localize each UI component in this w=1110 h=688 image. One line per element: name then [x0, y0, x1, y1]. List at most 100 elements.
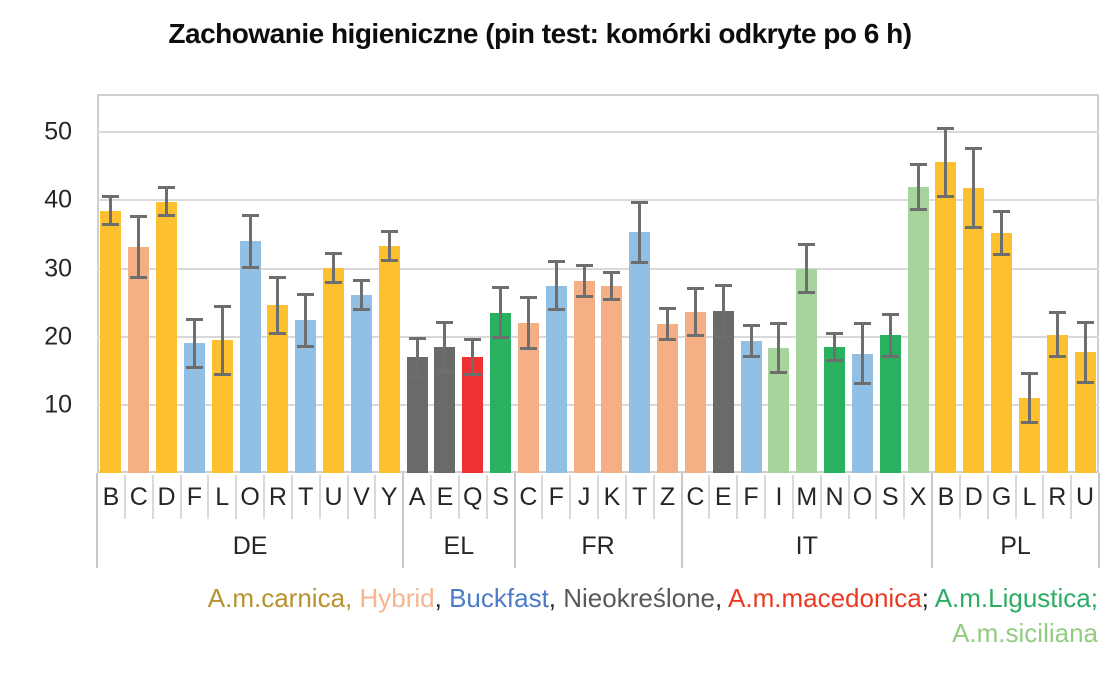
- letter-separator: [290, 475, 293, 519]
- error-bar-cap-top: [325, 252, 343, 256]
- legend-separator: ,: [434, 583, 450, 613]
- error-bar-line: [944, 126, 948, 198]
- bar-IT-C: [684, 312, 706, 473]
- error-bar-cap-top: [937, 126, 955, 130]
- bar-DE-R: [267, 305, 289, 473]
- chart-title: Zachowanie higieniczne (pin test: komórk…: [168, 18, 912, 49]
- x-letter-label-FR-F: F: [548, 483, 564, 511]
- bar-IT-F: [740, 341, 762, 473]
- error-bar-cap-bottom: [853, 382, 871, 386]
- error-bar-line: [554, 260, 558, 311]
- bar-PL-D: [963, 188, 985, 473]
- legend: A.m.carnica, Hybrid, Buckfast, Nieokreśl…: [208, 581, 1098, 651]
- legend-separator: ;: [1090, 583, 1098, 613]
- x-letter-label-IT-N: N: [825, 483, 844, 511]
- bar-FR-F: [545, 285, 567, 473]
- letter-separator: [791, 475, 794, 519]
- error-bar-cap-top: [269, 276, 287, 279]
- error-bar-cap-bottom: [686, 334, 704, 338]
- bar-PL-R: [1046, 334, 1068, 473]
- error-bar-cap-top: [102, 194, 120, 198]
- error-bar-cap-top: [993, 209, 1011, 213]
- x-letter-label-PL-U: U: [1076, 483, 1095, 511]
- error-bar-cap-top: [241, 213, 259, 217]
- error-bar-cap-top: [965, 147, 983, 151]
- error-bar-line: [721, 283, 725, 339]
- error-bar-cap-top: [380, 229, 398, 233]
- x-letter-label-FR-T: T: [632, 483, 648, 511]
- error-bar-cap-bottom: [742, 355, 760, 359]
- error-bar-cap-top: [686, 286, 704, 290]
- x-letter-label-FR-K: K: [603, 483, 621, 511]
- letter-separator: [875, 475, 878, 519]
- error-bar-cap-top: [297, 293, 315, 297]
- error-bar-cap-bottom: [631, 260, 649, 264]
- error-bar-line: [972, 147, 976, 229]
- group-boundary-line: [513, 473, 516, 568]
- letter-separator: [736, 475, 739, 519]
- bar-FR-J: [573, 280, 595, 473]
- error-bar-line: [137, 214, 141, 279]
- error-bar-cap-bottom: [492, 336, 510, 340]
- error-bar-line: [805, 243, 809, 294]
- group-boundary-line: [96, 473, 98, 568]
- x-letter-label-DE-B: B: [102, 483, 120, 511]
- letter-separator: [207, 475, 210, 519]
- x-letter-label-IT-F: F: [743, 483, 759, 511]
- bar-DE-B: [100, 210, 122, 473]
- x-letter-label-DE-R: R: [268, 483, 287, 511]
- error-bar-cap-bottom: [241, 265, 259, 269]
- bar-PL-B: [935, 162, 957, 473]
- error-bar-line: [693, 286, 697, 338]
- error-bar-line: [1083, 320, 1087, 384]
- x-letter-label-IT-E: E: [714, 483, 732, 511]
- bar-DE-D: [156, 201, 178, 473]
- legend-separator: ,: [345, 583, 360, 613]
- letter-separator: [485, 475, 488, 519]
- error-bar-cap-top: [798, 243, 816, 247]
- error-bar-cap-bottom: [937, 194, 955, 198]
- error-bar-cap-bottom: [269, 331, 287, 335]
- error-bar-line: [248, 213, 252, 269]
- bar-DE-Y: [378, 246, 400, 473]
- error-bar-cap-bottom: [352, 308, 370, 312]
- letter-separator: [819, 475, 822, 519]
- x-letter-label-IT-O: O: [852, 483, 873, 511]
- x-letter-label-PL-D: D: [964, 483, 983, 511]
- error-bar-cap-top: [575, 263, 593, 267]
- legend-separator: ;: [921, 583, 935, 613]
- bar-FR-K: [601, 286, 623, 473]
- letter-separator: [903, 475, 906, 519]
- group-boundary-line: [402, 473, 405, 568]
- bar-IT-E: [712, 310, 734, 473]
- group-label-PL: PL: [1000, 531, 1031, 560]
- error-bar-cap-top: [185, 317, 203, 321]
- letter-separator: [958, 475, 961, 519]
- x-letter-label-DE-U: U: [324, 483, 343, 511]
- y-axis-label-40: 40: [44, 185, 72, 214]
- bar-DE-F: [183, 343, 205, 473]
- error-bar-cap-bottom: [408, 374, 426, 378]
- error-bar-cap-bottom: [158, 214, 176, 218]
- bar-FR-Z: [657, 323, 679, 473]
- letter-separator: [652, 475, 655, 519]
- x-letter-label-EL-S: S: [492, 483, 509, 511]
- group-label-DE: DE: [232, 531, 268, 560]
- error-bar-cap-top: [1076, 320, 1094, 324]
- error-bar-line: [387, 229, 391, 263]
- gridline-30: [97, 267, 1099, 270]
- legend-separator: ,: [715, 583, 729, 613]
- error-bar-cap-bottom: [436, 369, 454, 373]
- error-bar-cap-bottom: [993, 253, 1011, 257]
- x-letter-label-IT-X: X: [909, 483, 927, 511]
- letter-separator: [263, 475, 265, 519]
- x-letter-label-IT-M: M: [796, 483, 818, 511]
- error-bar-cap-top: [352, 278, 370, 282]
- letter-separator: [346, 475, 349, 519]
- bar-IT-N: [824, 346, 846, 473]
- bar-EL-Q: [462, 357, 484, 473]
- letter-separator: [123, 475, 126, 519]
- error-bar-line: [582, 263, 586, 298]
- error-bar-cap-bottom: [714, 335, 732, 339]
- x-letter-label-FR-Z: Z: [659, 483, 676, 511]
